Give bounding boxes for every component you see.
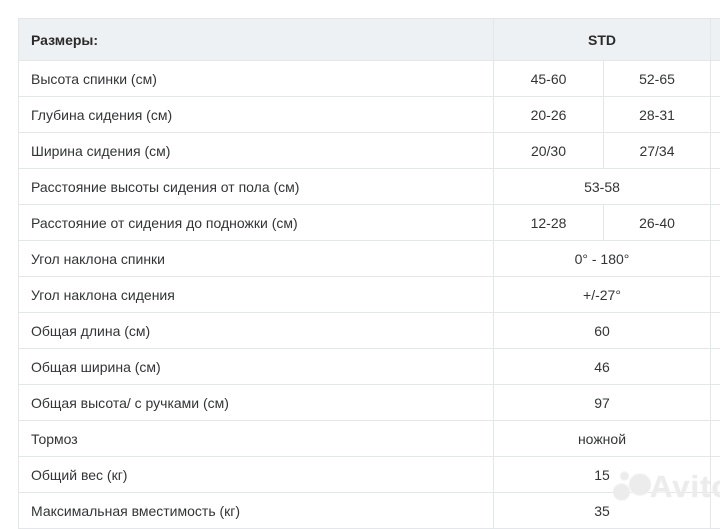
- row-label: Общая высота/ с ручками (см): [19, 385, 494, 421]
- row-label: Общая длина (см): [19, 313, 494, 349]
- row-value: 12-28: [494, 205, 604, 241]
- row-cutoff-cell: [711, 277, 720, 313]
- row-value: 52-65: [604, 61, 711, 97]
- row-cutoff-cell: [711, 61, 720, 97]
- row-cutoff-cell: [711, 205, 720, 241]
- table-row: Расстояние от сидения до подножки (см) 1…: [19, 205, 720, 241]
- table-row: Расстояние высоты сидения от пола (см) 5…: [19, 169, 720, 205]
- row-label: Расстояние высоты сидения от пола (см): [19, 169, 494, 205]
- row-value: 26-40: [604, 205, 711, 241]
- row-label: Тормоз: [19, 421, 494, 457]
- row-label: Ширина сидения (см): [19, 133, 494, 169]
- row-label: Глубина сидения (см): [19, 97, 494, 133]
- row-label: Угол наклона сидения: [19, 277, 494, 313]
- row-cutoff-cell: [711, 313, 720, 349]
- row-value-span: ножной: [494, 421, 711, 457]
- row-cutoff-cell: [711, 241, 720, 277]
- row-value: 28-31: [604, 97, 711, 133]
- table-row: Высота спинки (см) 45-60 52-65: [19, 61, 720, 97]
- row-value-span: 97: [494, 385, 711, 421]
- row-label: Угол наклона спинки: [19, 241, 494, 277]
- row-cutoff-cell: [711, 457, 720, 493]
- table-title: Размеры:: [19, 19, 494, 61]
- table-row: Глубина сидения (см) 20-26 28-31: [19, 97, 720, 133]
- row-value-span: 46: [494, 349, 711, 385]
- table-row: Тормоз ножной: [19, 421, 720, 457]
- table-row: Общая ширина (см) 46: [19, 349, 720, 385]
- table-row: Угол наклона сидения +/-27°: [19, 277, 720, 313]
- row-value: 20-26: [494, 97, 604, 133]
- table-row: Общая высота/ с ручками (см) 97: [19, 385, 720, 421]
- table-row: Угол наклона спинки 0° - 180°: [19, 241, 720, 277]
- table-header-row: Размеры: STD: [19, 19, 720, 61]
- row-value-span: 60: [494, 313, 711, 349]
- row-value: 45-60: [494, 61, 604, 97]
- table-row: Общий вес (кг) 15: [19, 457, 720, 493]
- column-header-std: STD: [494, 19, 711, 61]
- row-cutoff-cell: [711, 349, 720, 385]
- table-row: Ширина сидения (см) 20/30 27/34: [19, 133, 720, 169]
- table-row: Максимальная вместимость (кг) 35: [19, 493, 720, 529]
- row-label: Высота спинки (см): [19, 61, 494, 97]
- row-cutoff-cell: [711, 385, 720, 421]
- row-value: 20/30: [494, 133, 604, 169]
- row-value-span: +/-27°: [494, 277, 711, 313]
- spec-table: Размеры: STD Высота спинки (см) 45-60 52…: [18, 18, 720, 529]
- row-cutoff-cell: [711, 493, 720, 529]
- column-header-cutoff: [711, 19, 720, 61]
- row-label: Максимальная вместимость (кг): [19, 493, 494, 529]
- spec-table-container: Размеры: STD Высота спинки (см) 45-60 52…: [18, 18, 720, 529]
- row-cutoff-cell: [711, 133, 720, 169]
- row-value-span: 35: [494, 493, 711, 529]
- row-value-span: 53-58: [494, 169, 711, 205]
- row-value: 27/34: [604, 133, 711, 169]
- table-row: Общая длина (см) 60: [19, 313, 720, 349]
- row-cutoff-cell: [711, 169, 720, 205]
- row-value-span: 15: [494, 457, 711, 493]
- row-value-span: 0° - 180°: [494, 241, 711, 277]
- row-cutoff-cell: [711, 421, 720, 457]
- row-label: Общий вес (кг): [19, 457, 494, 493]
- row-cutoff-cell: [711, 97, 720, 133]
- row-label: Общая ширина (см): [19, 349, 494, 385]
- row-label: Расстояние от сидения до подножки (см): [19, 205, 494, 241]
